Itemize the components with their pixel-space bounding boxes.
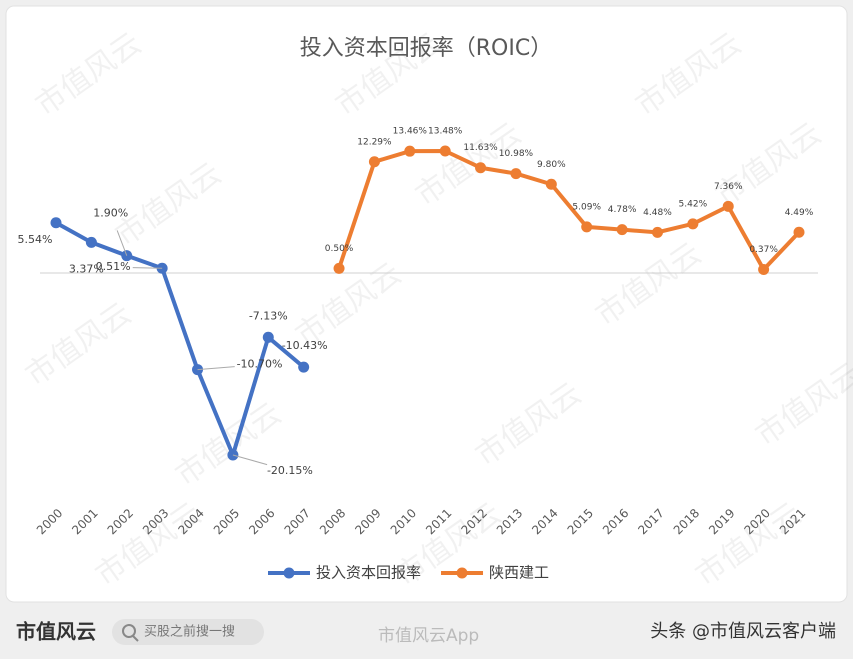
point xyxy=(687,218,699,230)
legend-label: 投入资本回报率 xyxy=(316,564,421,582)
search-icon xyxy=(132,635,139,642)
series-line xyxy=(337,149,801,272)
point xyxy=(545,178,557,190)
data-label: 4.49% xyxy=(785,208,814,218)
data-label: 0.50% xyxy=(325,244,354,254)
search-icon xyxy=(122,624,136,638)
data-label: 0.37% xyxy=(749,245,778,255)
search-box[interactable] xyxy=(112,619,264,645)
legend-label: 陕西建工 xyxy=(489,564,549,582)
leader-line xyxy=(132,267,163,269)
leader-line xyxy=(116,230,128,256)
footer-logo: 市值风云 xyxy=(16,620,96,644)
point xyxy=(758,264,770,276)
point xyxy=(50,217,62,229)
point xyxy=(368,156,380,168)
legend-marker xyxy=(283,567,295,579)
data-label: 11.63% xyxy=(463,143,498,153)
data-label: 5.42% xyxy=(679,199,708,209)
data-label: -7.13% xyxy=(249,309,288,322)
point xyxy=(404,145,416,157)
chart-title: 投入资本回报率（ROIC） xyxy=(300,36,552,61)
leader-line xyxy=(232,454,268,466)
data-label: 7.36% xyxy=(714,182,743,192)
point xyxy=(262,331,274,343)
point xyxy=(510,168,522,180)
data-label: 4.78% xyxy=(608,205,637,215)
point xyxy=(722,200,734,212)
data-label: 10.98% xyxy=(499,149,534,159)
legend-marker xyxy=(456,567,468,579)
data-label: 5.09% xyxy=(572,202,601,212)
point xyxy=(793,226,805,238)
data-label: -20.15% xyxy=(267,464,313,477)
data-label: 9.80% xyxy=(537,160,566,170)
footer-source: 头条 @市值风云客户端 xyxy=(650,621,836,642)
data-label: 13.46% xyxy=(393,127,428,137)
series-line xyxy=(55,221,305,457)
point xyxy=(581,221,593,233)
chart-card xyxy=(5,5,848,603)
point xyxy=(651,226,663,238)
footer-app: 市值风云App xyxy=(378,626,479,646)
point xyxy=(333,262,345,274)
leader-line xyxy=(197,366,235,371)
point xyxy=(616,224,628,236)
data-label: -10.70% xyxy=(237,358,283,371)
data-label: 4.48% xyxy=(643,208,672,218)
data-label: 5.54% xyxy=(18,233,53,246)
data-label: -10.43% xyxy=(282,339,328,352)
point xyxy=(85,236,97,248)
data-label: 3.37% xyxy=(69,262,104,275)
point xyxy=(298,361,310,373)
data-label: 12.29% xyxy=(357,137,392,147)
data-label: 13.48% xyxy=(428,127,463,137)
data-label: 0.51% xyxy=(96,260,131,273)
point xyxy=(439,145,451,157)
search-text[interactable]: 买股之前搜一搜 xyxy=(144,624,235,640)
point xyxy=(121,250,133,262)
point xyxy=(475,162,487,174)
data-label: 1.90% xyxy=(93,207,128,220)
